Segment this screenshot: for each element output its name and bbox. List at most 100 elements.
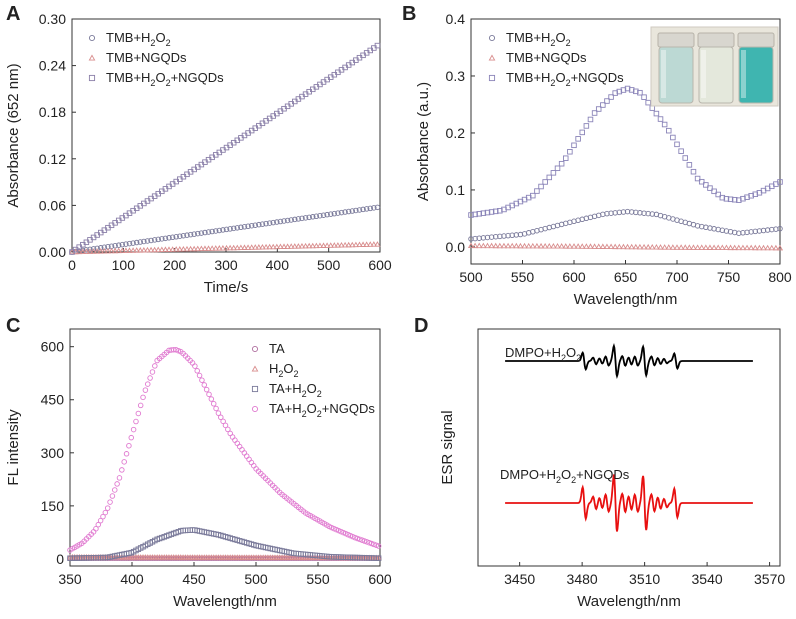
- data-point: [302, 242, 309, 249]
- series-tmb-h2o2: [69, 204, 381, 255]
- data-point: [374, 42, 381, 49]
- data-point: [331, 210, 338, 217]
- data-point: [295, 216, 302, 222]
- x-tick-label: 3480: [567, 571, 598, 587]
- data-point: [107, 499, 113, 505]
- data-point: [488, 74, 496, 82]
- y-tick-label: 0.30: [39, 11, 66, 27]
- data-point: [702, 244, 709, 250]
- data-point: [88, 74, 96, 82]
- data-point: [686, 162, 693, 168]
- legend-entry: TA+H2O2: [269, 381, 322, 399]
- data-point: [198, 230, 205, 236]
- data-point: [583, 123, 590, 129]
- data-point: [492, 233, 499, 240]
- series-tmb-ngqds: [467, 242, 784, 251]
- data-point: [608, 94, 614, 100]
- data-point: [133, 239, 140, 246]
- data-point: [661, 121, 668, 128]
- data-point: [620, 87, 627, 93]
- data-point: [624, 208, 631, 215]
- data-point: [256, 221, 262, 228]
- data-point: [509, 232, 515, 239]
- data-point: [147, 246, 155, 253]
- data-point: [513, 232, 520, 238]
- legend-text-part: 2: [566, 38, 571, 48]
- data-point: [141, 238, 147, 245]
- series-tmb-h2o2-ngqds: [69, 42, 381, 255]
- data-point: [270, 243, 277, 250]
- data-point: [727, 244, 734, 251]
- data-point: [216, 245, 223, 251]
- data-point: [649, 243, 656, 250]
- data-point: [360, 206, 366, 213]
- legend-text-part: 2: [150, 38, 155, 48]
- data-point: [739, 244, 746, 251]
- data-point: [135, 410, 142, 417]
- legend-text-part: 2: [294, 369, 299, 379]
- data-point: [370, 241, 377, 247]
- data-point: [115, 242, 122, 248]
- legend-text-part: 2: [571, 475, 576, 485]
- data-point: [616, 243, 623, 250]
- plot-frame: [69, 328, 381, 567]
- data-point: [122, 247, 129, 253]
- x-axis-label: Wavelength/nm: [173, 593, 277, 610]
- y-tick-label: 450: [41, 392, 65, 408]
- data-point: [320, 212, 327, 218]
- data-point: [100, 513, 106, 520]
- data-point: [579, 129, 585, 136]
- data-point: [227, 226, 233, 232]
- data-point: [104, 505, 111, 511]
- data-point: [500, 242, 508, 249]
- legend-text-part: 2: [317, 409, 322, 419]
- data-point: [192, 363, 198, 369]
- data-point: [715, 191, 721, 198]
- legend-text-part: +NGQDs: [571, 70, 625, 85]
- data-point: [334, 242, 341, 248]
- data-point: [335, 210, 341, 216]
- data-point: [554, 165, 561, 172]
- data-point: [694, 244, 701, 250]
- data-point: [184, 232, 190, 238]
- y-tick-label: 0.12: [39, 151, 66, 167]
- data-point: [273, 243, 280, 250]
- data-point: [554, 243, 561, 249]
- y-tick-label: 300: [41, 445, 65, 461]
- data-point: [575, 136, 581, 142]
- data-point: [484, 242, 491, 249]
- data-point: [682, 155, 688, 161]
- data-point: [357, 536, 363, 543]
- data-point: [251, 345, 259, 353]
- data-point: [241, 224, 248, 230]
- data-point: [608, 243, 615, 250]
- data-point: [534, 188, 540, 194]
- data-point: [248, 459, 255, 466]
- esr-series-label: DMPO+H2O2+NGQDs: [500, 467, 630, 485]
- data-point: [359, 537, 365, 543]
- y-tick-label: 0.06: [39, 197, 66, 213]
- data-point: [637, 210, 643, 216]
- data-point: [180, 245, 187, 252]
- data-point: [87, 246, 93, 253]
- data-point: [743, 244, 751, 251]
- data-point: [703, 182, 709, 188]
- legend-text-part: 2: [317, 389, 322, 399]
- data-point: [119, 241, 126, 248]
- data-point: [715, 244, 722, 250]
- data-point: [199, 377, 205, 383]
- data-point: [80, 247, 86, 254]
- data-point: [123, 241, 129, 247]
- x-tick-label: 200: [163, 257, 187, 273]
- data-point: [706, 244, 714, 250]
- data-point: [484, 209, 491, 216]
- data-point: [215, 410, 222, 416]
- data-point: [760, 244, 767, 251]
- data-point: [740, 195, 746, 202]
- data-point: [144, 246, 151, 253]
- data-point: [777, 179, 783, 185]
- data-point: [130, 247, 137, 253]
- data-point: [324, 211, 330, 218]
- data-point: [313, 213, 320, 220]
- x-tick-label: 600: [368, 257, 392, 273]
